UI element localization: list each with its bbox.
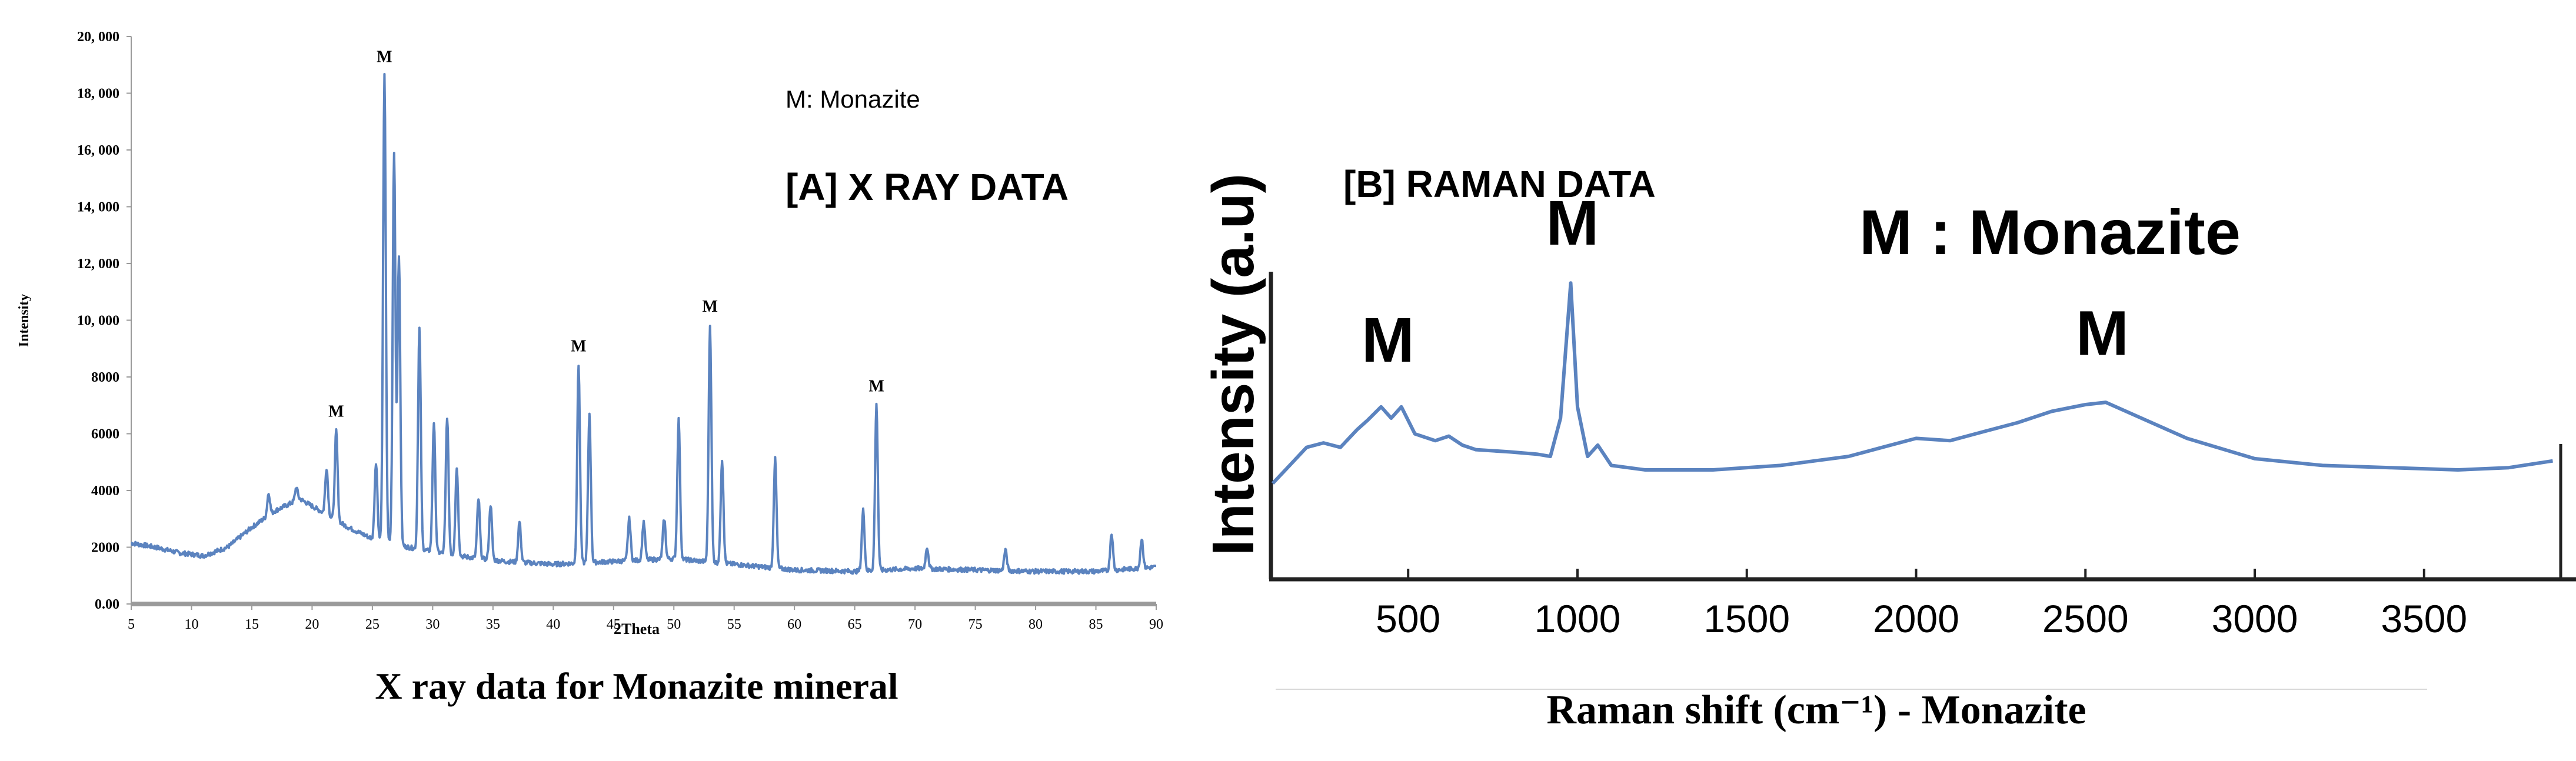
xray-panel: M: Monazite [A] X RAY DATA Intensity 2Th… — [16, 29, 1163, 707]
xray-x-tick-label: 70 — [908, 617, 922, 632]
xray-y-tick-label: 18, 000 — [77, 86, 119, 102]
raman-ticks: 500 1000 1500 2000 2500 3000 3500 — [1376, 569, 2467, 640]
raman-x-tick-label: 1500 — [1703, 597, 1790, 640]
xray-x-tick-label: 75 — [969, 617, 983, 632]
raman-x-tick-label: 3500 — [2381, 597, 2467, 640]
xray-y-axis-label: Intensity — [16, 294, 32, 348]
raman-peak-annotation: M — [2076, 298, 2129, 369]
xray-x-tick-label: 50 — [667, 617, 681, 632]
raman-panel-label: [B] RAMAN DATA — [1343, 163, 1656, 205]
xray-x-tick-label: 90 — [1149, 617, 1163, 632]
raman-legend-note: M : Monazite — [1859, 196, 2241, 268]
xray-peak-annotation: M — [328, 403, 344, 421]
xray-axes — [131, 36, 1156, 606]
xray-y-tick-label: 8000 — [91, 370, 119, 385]
xray-x-tick-label: 40 — [546, 617, 560, 632]
xray-x-tick-label: 10 — [184, 617, 198, 632]
xray-x-tick-label: 30 — [425, 617, 440, 632]
xray-x-tick-label: 45 — [607, 617, 621, 632]
raman-peak-annotation: M — [1362, 304, 1415, 375]
xray-y-tick-label: 16, 000 — [77, 143, 119, 158]
xray-x-tick-label: 60 — [787, 617, 801, 632]
raman-x-tick-label: 500 — [1376, 597, 1440, 640]
xray-caption: X ray data for Monazite mineral — [375, 665, 898, 707]
xray-peak-annotation: M — [868, 377, 884, 395]
xray-panel-label: [A] X RAY DATA — [786, 166, 1069, 208]
raman-x-tick-label: 3000 — [2212, 597, 2298, 640]
xray-y-tick-label: 0.00 — [95, 597, 119, 612]
xray-y-tick-label: 14, 000 — [77, 200, 119, 215]
xray-x-tick-label: 65 — [848, 617, 862, 632]
raman-x-tick-label: 1000 — [1535, 597, 1621, 640]
xray-x-tick-label: 20 — [305, 617, 319, 632]
xray-x-tick-label: 55 — [727, 617, 741, 632]
xray-y-tick-label: 10, 000 — [77, 313, 119, 329]
xray-y-tick-label: 4000 — [91, 483, 119, 499]
raman-x-tick-label: 2000 — [1873, 597, 1959, 640]
raman-axes — [1269, 272, 2576, 582]
xray-peak-annotation: M — [377, 48, 392, 66]
raman-y-axis-label: Intensity (a.u) — [1200, 173, 1266, 556]
xray-x-tick-label: 25 — [365, 617, 380, 632]
raman-series-line — [1271, 281, 2553, 485]
xray-x-axis-label: 2Theta — [614, 620, 660, 637]
xray-x-tick-label: 15 — [245, 617, 259, 632]
raman-peak-annotation: M — [1546, 187, 1599, 258]
xray-x-tick-label: 5 — [128, 617, 135, 632]
raman-annotations: M M M — [1362, 187, 2129, 375]
raman-panel: [B] RAMAN DATA M : Monazite Intensity (a… — [1200, 163, 2576, 733]
xray-series-line — [131, 73, 1157, 575]
xray-annotations: M M M M M — [328, 48, 884, 421]
xray-x-tick-label: 35 — [486, 617, 500, 632]
raman-x-tick-label: 2500 — [2042, 597, 2129, 640]
xray-peak-annotation: M — [571, 338, 586, 356]
xray-x-tick-label: 85 — [1089, 617, 1103, 632]
xray-y-tick-label: 6000 — [91, 427, 119, 442]
xray-peak-annotation: M — [702, 298, 717, 316]
raman-x-axis-label: Raman shift (cm⁻¹) - Monazite — [1546, 687, 2086, 733]
xray-ticks: 5 10 15 20 25 30 35 40 45 50 55 60 65 70 75 80 85 90 0.00 2… — [77, 29, 1163, 632]
xray-x-tick-label: 80 — [1029, 617, 1043, 632]
xray-y-tick-label: 20, 000 — [77, 29, 119, 45]
xray-y-tick-label: 12, 000 — [77, 256, 119, 272]
xray-legend-note: M: Monazite — [786, 85, 920, 113]
xray-y-tick-label: 2000 — [91, 540, 119, 556]
